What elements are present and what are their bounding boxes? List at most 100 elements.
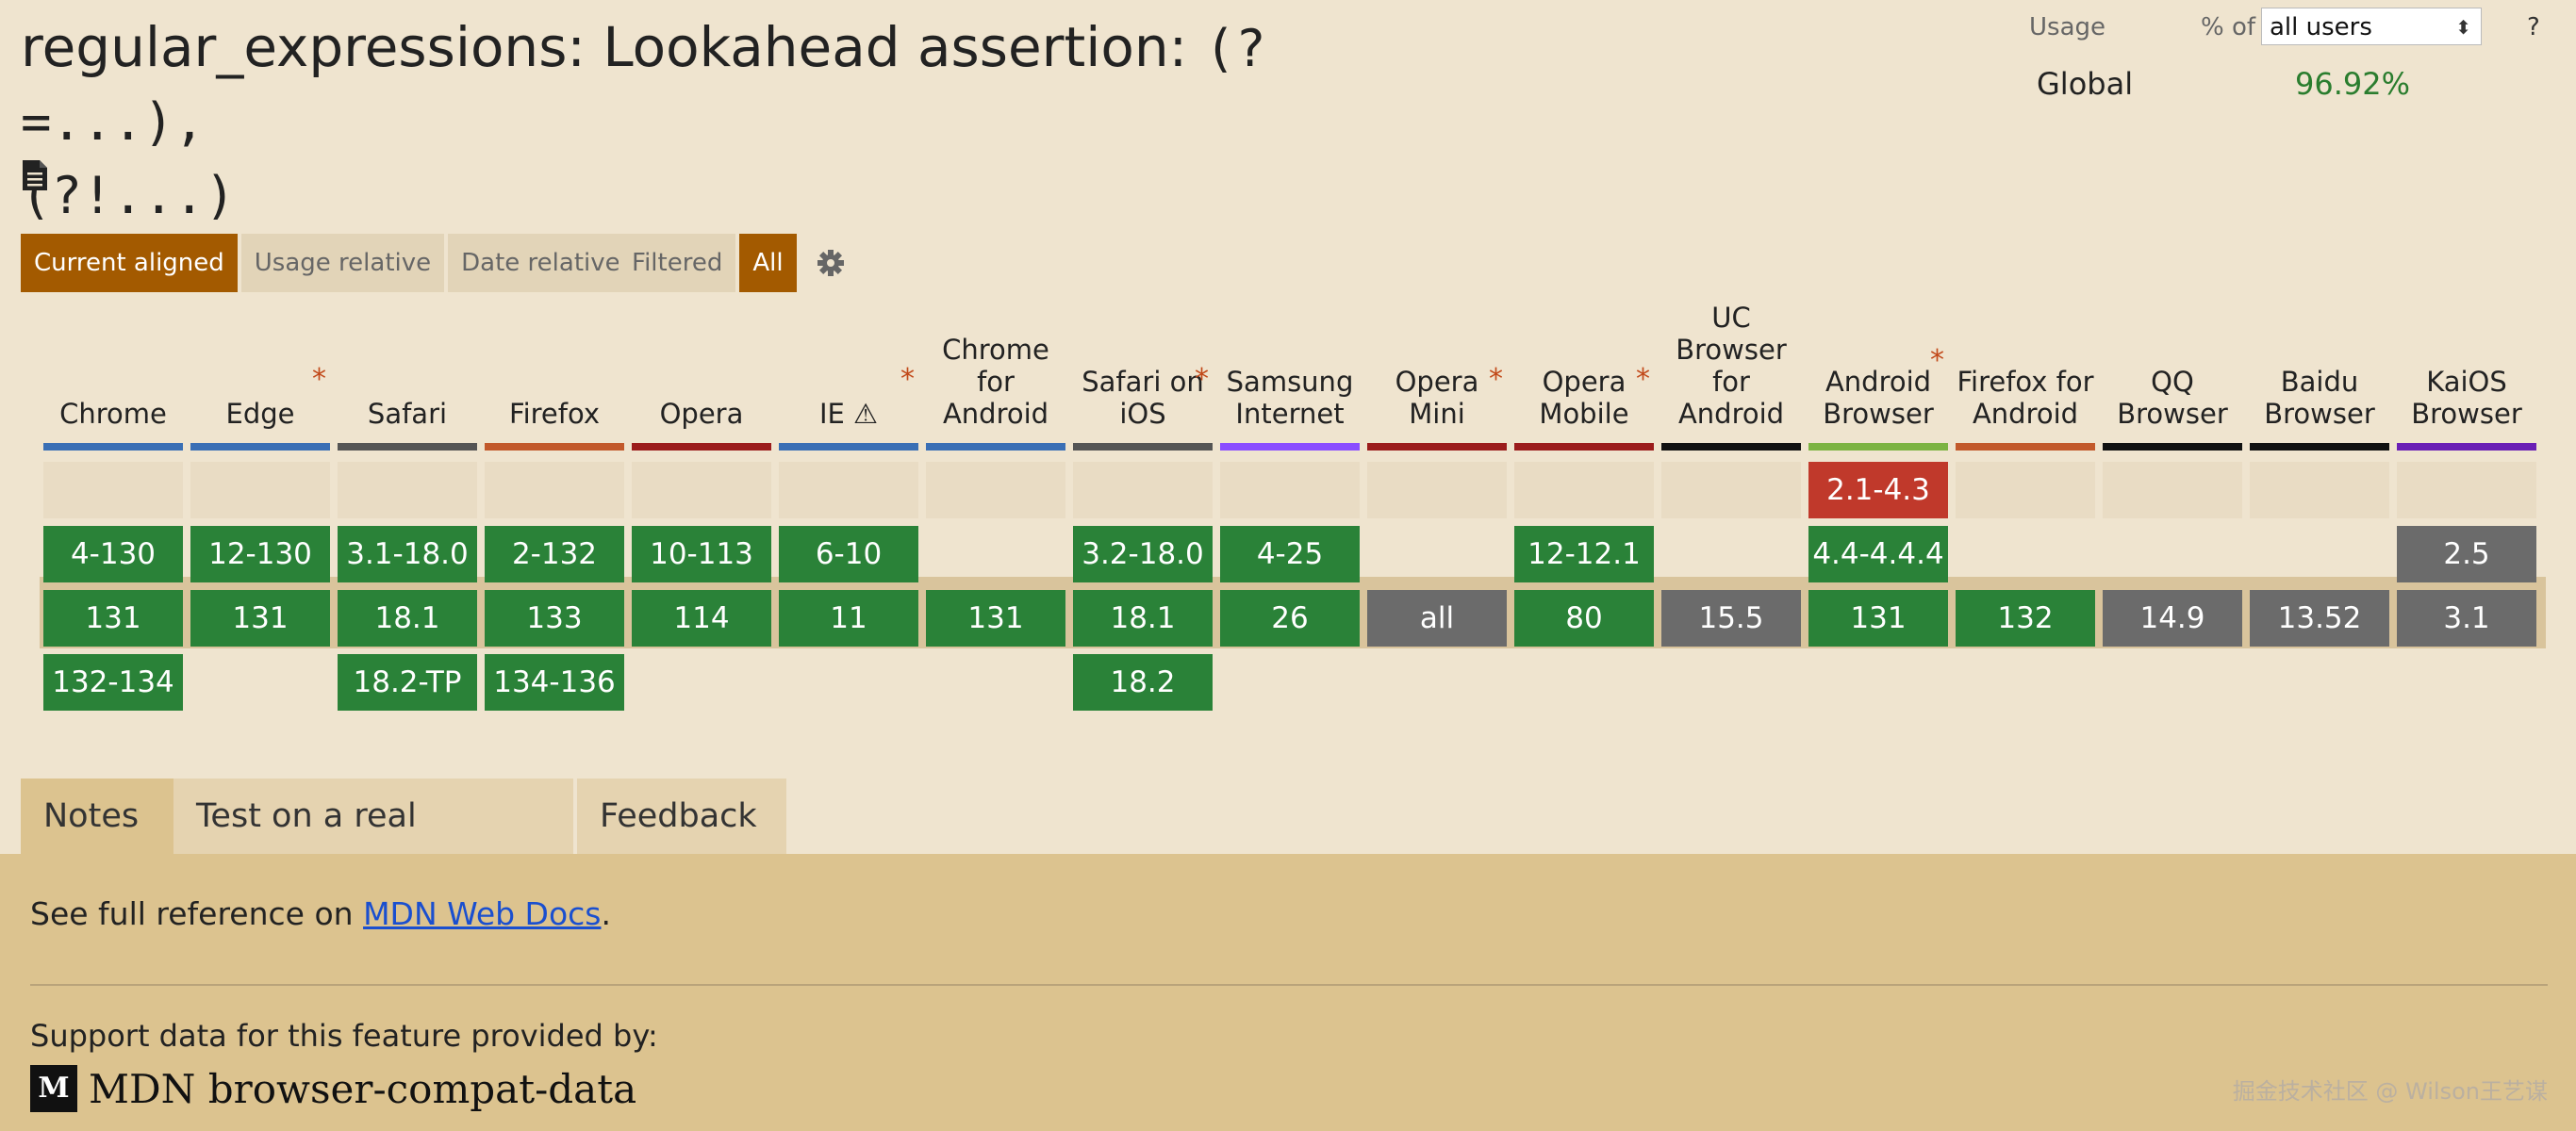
- mdn-logo-icon: M: [30, 1065, 77, 1112]
- browser-name: Firefox for Android: [1957, 366, 2094, 430]
- browser-header[interactable]: Opera Mini *: [1367, 302, 1507, 443]
- support-cell[interactable]: 2.1-4.3: [1808, 462, 1948, 518]
- browser-color-bar: [338, 443, 477, 451]
- mdn-reference-note: See full reference on MDN Web Docs.: [30, 895, 611, 932]
- support-cell: [2103, 526, 2242, 582]
- browser-color-bar: [1514, 443, 1654, 451]
- support-table: Chrome 4-130 131 132-134 Edge * 12-130 131 Safar…: [40, 302, 2551, 716]
- support-cell: [926, 526, 1065, 582]
- browser-name: IE ⚠: [818, 398, 879, 430]
- support-cell: [43, 462, 183, 518]
- mode-current-aligned-button[interactable]: Current aligned: [21, 234, 238, 292]
- support-cell[interactable]: 26: [1220, 590, 1360, 647]
- support-cell[interactable]: 10-113: [632, 526, 771, 582]
- support-cell: [1661, 462, 1801, 518]
- page-title: regular_expressions: Lookahead assertion…: [21, 11, 1303, 232]
- support-cell: [485, 462, 624, 518]
- usage-label: Usage: [2029, 13, 2106, 41]
- support-cell: [1514, 462, 1654, 518]
- browser-name: KaiOS Browser: [2411, 366, 2522, 430]
- browser-name: Safari: [367, 398, 448, 430]
- browser-header[interactable]: Safari: [338, 302, 477, 443]
- support-cell[interactable]: 132: [1956, 590, 2095, 647]
- browser-color-bar: [190, 443, 330, 451]
- support-cell[interactable]: 131: [190, 590, 330, 647]
- support-cell[interactable]: 3.1-18.0: [338, 526, 477, 582]
- browser-header[interactable]: QQ Browser: [2103, 302, 2242, 443]
- browser-color-bar: [1956, 443, 2095, 451]
- support-cell[interactable]: 3.2-18.0: [1073, 526, 1213, 582]
- note-asterisk[interactable]: *: [1489, 363, 1503, 396]
- support-cell[interactable]: 132-134: [43, 654, 183, 711]
- browser-header[interactable]: Baidu Browser: [2250, 302, 2389, 443]
- support-cell[interactable]: 131: [43, 590, 183, 647]
- tab-feedback[interactable]: Feedback: [577, 779, 786, 854]
- browser-color-bar: [1367, 443, 1507, 451]
- browser-name: UC Browser for Android: [1676, 302, 1787, 430]
- gear-icon[interactable]: [815, 247, 847, 279]
- support-cell[interactable]: 131: [926, 590, 1065, 647]
- support-data-label: Support data for this feature provided b…: [30, 1018, 658, 1054]
- support-cell[interactable]: 18.2: [1073, 654, 1213, 711]
- browser-color-bar: [632, 443, 771, 451]
- browser-header[interactable]: Firefox: [485, 302, 624, 443]
- mdn-bcd-label: MDN browser-compat-data: [89, 1065, 637, 1112]
- support-cell[interactable]: 131: [1808, 590, 1948, 647]
- support-cell[interactable]: 134-136: [485, 654, 624, 711]
- browser-header[interactable]: UC Browser for Android: [1661, 302, 1801, 443]
- note-asterisk[interactable]: *: [1930, 344, 1944, 377]
- user-scope-select[interactable]: all users ⬍: [2261, 8, 2482, 45]
- note-asterisk[interactable]: *: [1195, 363, 1209, 396]
- browser-header[interactable]: Firefox for Android: [1956, 302, 2095, 443]
- support-cell[interactable]: 114: [632, 590, 771, 647]
- mode-date-relative-button[interactable]: Date relative: [448, 234, 634, 292]
- support-cell[interactable]: 18.1: [338, 590, 477, 647]
- mdn-docs-link[interactable]: MDN Web Docs: [363, 895, 602, 932]
- support-cell[interactable]: 2.5: [2397, 526, 2536, 582]
- browser-header[interactable]: Safari on iOS *: [1073, 302, 1213, 443]
- browser-header[interactable]: Edge *: [190, 302, 330, 443]
- support-cell[interactable]: 4-25: [1220, 526, 1360, 582]
- browser-header[interactable]: Samsung Internet: [1220, 302, 1360, 443]
- filter-filtered-button[interactable]: Filtered: [619, 234, 736, 292]
- support-cell[interactable]: 80: [1514, 590, 1654, 647]
- support-cell[interactable]: 133: [485, 590, 624, 647]
- support-cell[interactable]: all: [1367, 590, 1507, 647]
- support-cell[interactable]: 15.5: [1661, 590, 1801, 647]
- support-cell[interactable]: 18.2-TP: [338, 654, 477, 711]
- browser-color-bar: [485, 443, 624, 451]
- help-icon[interactable]: ?: [2527, 13, 2540, 41]
- support-cell[interactable]: 4.4-4.4.4: [1808, 526, 1948, 582]
- note-asterisk[interactable]: *: [900, 363, 915, 396]
- browser-header[interactable]: IE ⚠ *: [779, 302, 918, 443]
- browser-name: Edge: [225, 398, 295, 430]
- browser-header[interactable]: Android Browser *: [1808, 302, 1948, 443]
- browser-header[interactable]: Opera Mobile *: [1514, 302, 1654, 443]
- browser-name: Opera: [659, 398, 744, 430]
- browser-header[interactable]: Opera: [632, 302, 771, 443]
- support-cell[interactable]: 11: [779, 590, 918, 647]
- note-asterisk[interactable]: *: [1636, 363, 1650, 396]
- support-cell[interactable]: 2-132: [485, 526, 624, 582]
- support-cell: [338, 462, 477, 518]
- support-cell[interactable]: 4-130: [43, 526, 183, 582]
- browser-header[interactable]: KaiOS Browser: [2397, 302, 2536, 443]
- tab-notes[interactable]: Notes: [21, 779, 173, 854]
- document-icon[interactable]: [21, 158, 49, 192]
- support-cell[interactable]: 12-12.1: [1514, 526, 1654, 582]
- filter-all-button[interactable]: All: [739, 234, 797, 292]
- browser-header[interactable]: Chrome: [43, 302, 183, 443]
- title-prefix: regular_expressions: Lookahead assertion…: [21, 15, 1205, 79]
- support-cell[interactable]: 13.52: [2250, 590, 2389, 647]
- support-cell[interactable]: 12-130: [190, 526, 330, 582]
- support-cell[interactable]: 18.1: [1073, 590, 1213, 647]
- note-asterisk[interactable]: *: [312, 363, 326, 396]
- support-cell[interactable]: 6-10: [779, 526, 918, 582]
- mdn-bcd-link[interactable]: M MDN browser-compat-data: [30, 1065, 636, 1112]
- mode-usage-relative-button[interactable]: Usage relative: [240, 234, 445, 292]
- tab-test-on-real-browser[interactable]: Test on a real browser: [173, 779, 573, 910]
- support-cell[interactable]: 3.1: [2397, 590, 2536, 647]
- support-cell[interactable]: 14.9: [2103, 590, 2242, 647]
- browser-color-bar: [1220, 443, 1360, 451]
- browser-header[interactable]: Chrome for Android: [926, 302, 1065, 443]
